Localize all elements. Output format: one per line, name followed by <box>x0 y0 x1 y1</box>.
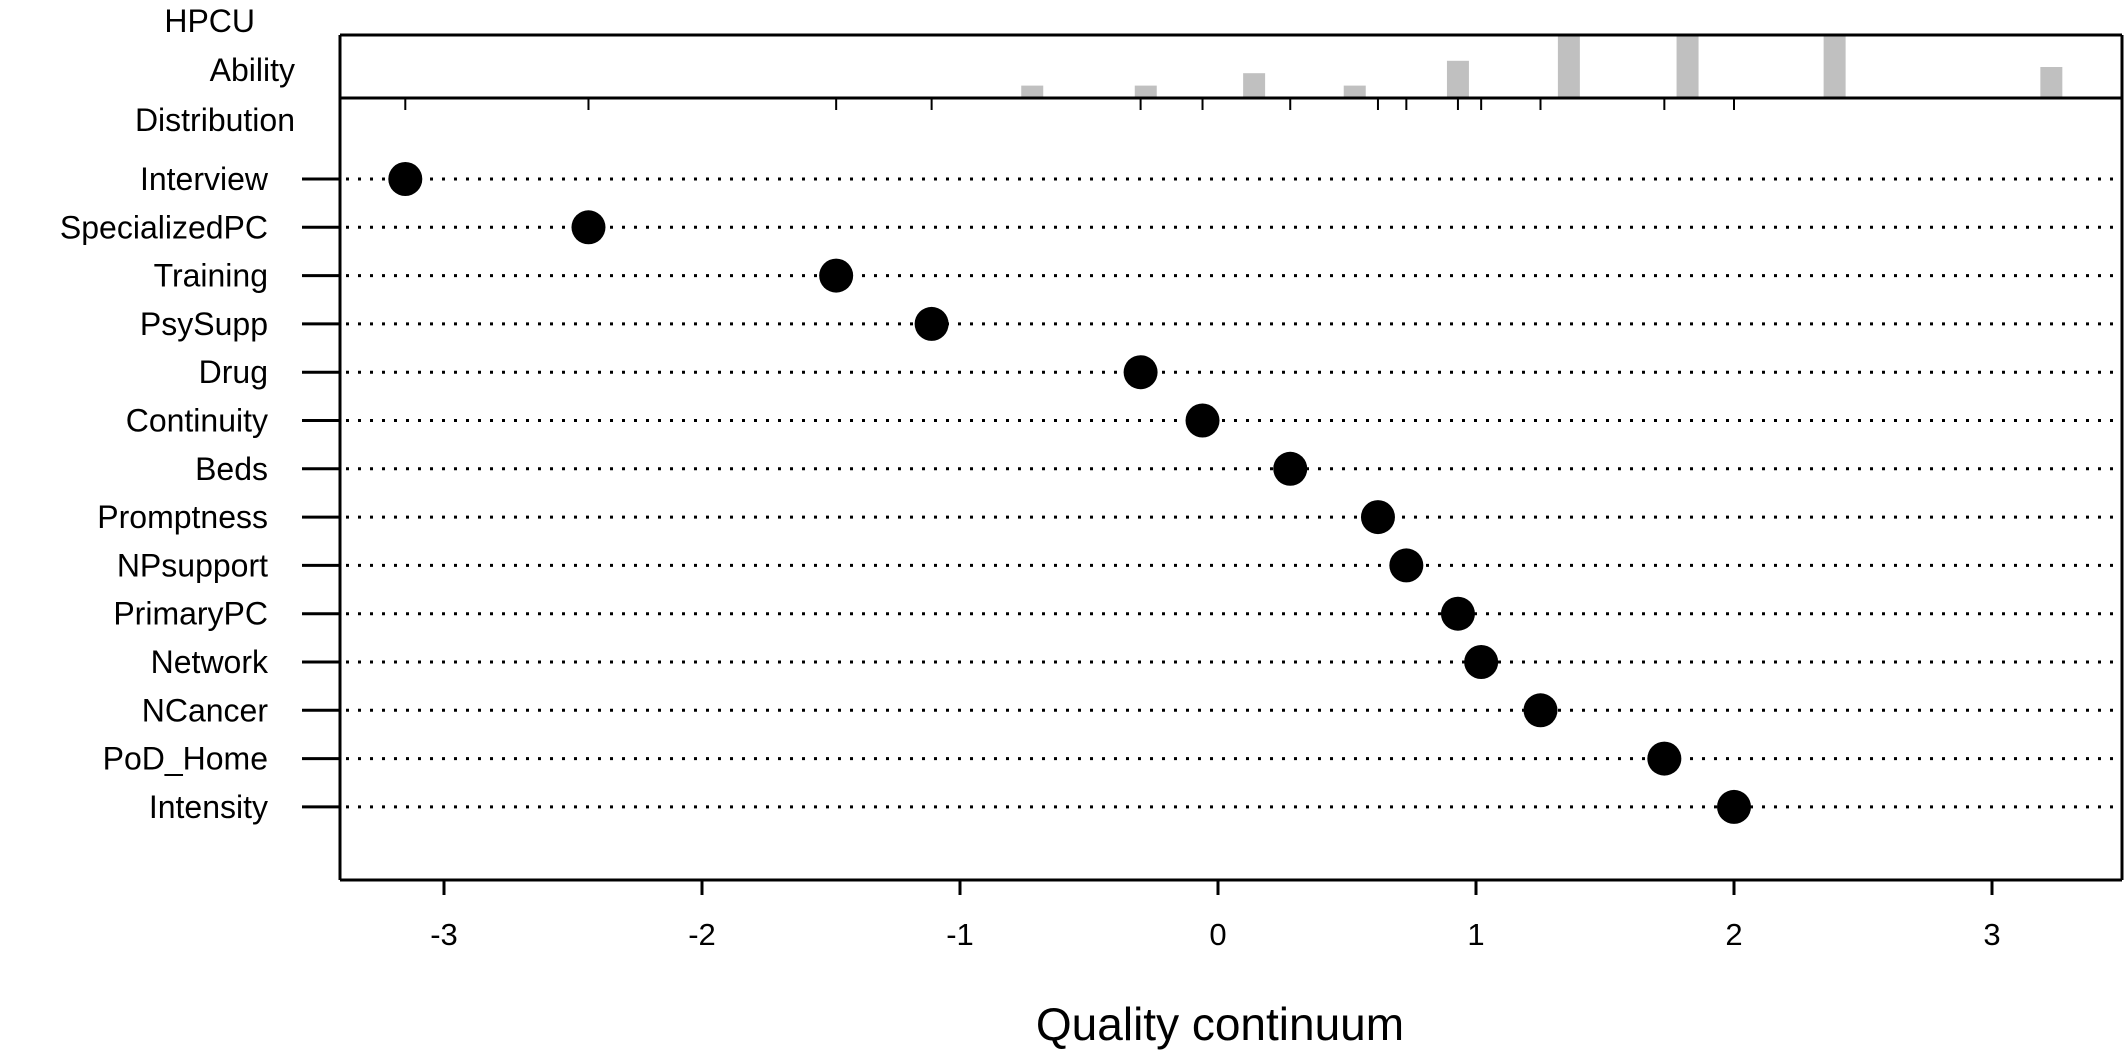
ability-histogram-bar <box>2040 67 2063 98</box>
x-axis: -3 -2 -1 0 1 2 3 <box>430 880 2001 952</box>
item-label: Interview <box>140 161 269 197</box>
item-label: Promptness <box>97 499 268 535</box>
item-label: PoD_Home <box>103 741 268 777</box>
ability-histogram-bar <box>1343 85 1366 98</box>
item-label: Intensity <box>149 789 268 825</box>
item-label: Drug <box>199 354 268 390</box>
ability-histogram-bar <box>1134 85 1157 98</box>
x-axis-tick-label: 3 <box>1983 917 2000 952</box>
item-location-dot <box>1647 741 1682 776</box>
item-label: PsySupp <box>140 306 268 342</box>
histogram-bars <box>1021 36 2063 98</box>
histogram-label-line: Distribution <box>135 102 295 138</box>
x-axis-tick-label: -1 <box>946 917 974 952</box>
item-label: SpecializedPC <box>60 209 268 245</box>
ability-histogram-bar <box>1676 36 1699 98</box>
item-label: NCancer <box>142 692 269 728</box>
x-axis-tick-label: -2 <box>688 917 716 952</box>
item-location-dot <box>1523 693 1558 728</box>
x-axis-title: Quality continuum <box>1036 998 1404 1050</box>
item-location-dot <box>1123 355 1158 390</box>
x-axis-tick-label: 1 <box>1467 917 1484 952</box>
x-axis-tick-label: -3 <box>430 917 458 952</box>
item-label: NPsupport <box>117 547 268 583</box>
item-location-dot <box>1440 596 1475 631</box>
item-location-dot <box>1360 500 1395 535</box>
ability-histogram-bar <box>1446 60 1469 98</box>
item-location-dot <box>1273 451 1308 486</box>
item-label: Beds <box>195 451 268 487</box>
ability-histogram-bar <box>1823 36 1846 98</box>
item-label: PrimaryPC <box>113 596 268 632</box>
ability-histogram-bar <box>1021 85 1044 98</box>
item-location-dot <box>571 210 606 245</box>
histogram-label-line: HPCU <box>164 3 255 39</box>
plot-frame <box>338 33 2124 882</box>
item-location-dot <box>1717 789 1751 824</box>
histogram-label-line: Ability <box>210 52 295 88</box>
item-location-dot <box>388 162 423 196</box>
item-location-dot <box>1185 403 1220 438</box>
item-location-dot <box>1464 645 1499 679</box>
item-location-dot <box>914 306 949 341</box>
item-label: Continuity <box>126 403 268 439</box>
x-axis-tick-label: 2 <box>1725 917 1742 952</box>
ability-histogram-bar <box>1243 73 1266 98</box>
histogram-label-group: HPCU Ability Distribution <box>135 3 295 138</box>
item-label: Training <box>154 258 268 294</box>
item-rows: Interview SpecializedPC Training PsySupp Dru… <box>60 161 2116 825</box>
item-location-dot <box>819 258 854 293</box>
item-label: Network <box>151 644 269 680</box>
ability-histogram-bar <box>1557 36 1580 98</box>
x-axis-tick-label: 0 <box>1209 917 1226 952</box>
item-location-dot <box>1389 548 1424 583</box>
